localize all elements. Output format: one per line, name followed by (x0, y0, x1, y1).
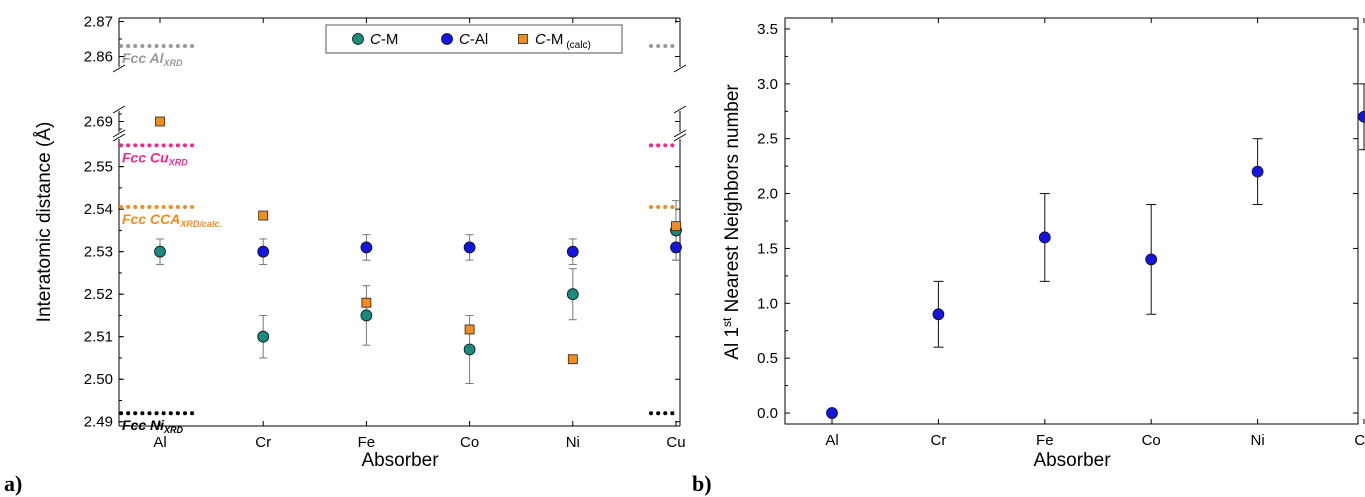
legend-label: C-M (370, 31, 398, 48)
data-point-circle (257, 330, 270, 343)
reference-line-label: Fcc NiXRD (122, 417, 184, 435)
panel-a-chart: 2.49 2.50 2.51 2.52 2.53 2.54 2.55 2.69 2.86 2.87… (34, 14, 687, 471)
y-tick-label: 2.5 (757, 131, 778, 148)
data-point-square (567, 354, 578, 365)
x-tick-label: Ni (1251, 432, 1265, 449)
legend-marker-circle (352, 33, 364, 45)
legend-box (325, 24, 623, 54)
axis-break-mark (673, 133, 687, 142)
axis-break-mark (673, 129, 687, 138)
data-point-circle (566, 288, 579, 301)
data-point-circle (257, 245, 270, 258)
y-tick-label: 2.86 (84, 49, 113, 66)
axis-break-mark (673, 64, 687, 73)
x-tick-label: Cu (666, 434, 685, 451)
data-point-circle (826, 407, 838, 419)
plot-frame (784, 17, 1359, 425)
data-point-square (671, 221, 681, 232)
data-point-circle (463, 241, 476, 254)
y-tick-label: 2.51 (84, 329, 113, 346)
legend-marker-circle (441, 33, 453, 45)
data-point-circle (463, 343, 476, 356)
y-tick-label: 2.55 (84, 159, 113, 176)
data-point-circle (670, 241, 682, 254)
y-tick-label: 2.69 (84, 114, 113, 131)
y-tick-label: 2.52 (84, 286, 113, 303)
axis-break-mark (112, 133, 126, 142)
axis-break-gap (674, 132, 686, 139)
y-tick-label: 0.0 (757, 405, 778, 422)
x-tick-label: Al (825, 432, 838, 449)
y-tick-label: 0.5 (757, 350, 778, 367)
y-tick-label: 3.5 (757, 21, 778, 38)
legend-label: C-Al (459, 31, 488, 48)
reference-line-label: Fcc CuXRD (122, 149, 188, 167)
x-tick-label: Cu (1354, 432, 1365, 449)
data-point-circle (360, 309, 373, 322)
y-tick-label: 1.0 (757, 295, 778, 312)
y-tick-label: 2.87 (84, 14, 113, 31)
x-tick-label: Co (1142, 432, 1161, 449)
data-point-circle (1038, 231, 1051, 244)
data-point-circle (154, 245, 166, 258)
panel-b-chart: 0.0 0.5 1.0 1.5 2.0 2.5 3.0 3.5 Al Cr Fe Co Ni Cu Abso… (720, 17, 1365, 471)
data-point-circle (566, 245, 579, 258)
y-tick-label: 3.0 (757, 76, 778, 93)
legend-marker-square (518, 34, 528, 44)
y-tick-label: 2.54 (84, 201, 113, 218)
x-tick-label: Cr (255, 434, 271, 451)
axis-break-gap (113, 132, 125, 139)
legend: C-M C-Al C-M (calc) (325, 24, 623, 54)
axis-break-mark (112, 64, 126, 73)
data-point-square (464, 324, 475, 335)
x-axis-title: Absorber (1033, 450, 1111, 471)
y-tick-label: 2.50 (84, 371, 113, 388)
x-axis-title: Absorber (361, 450, 439, 471)
y-tick-label: 2.53 (84, 244, 113, 261)
y-axis-title: Al 1st Nearest Neighbors number (720, 84, 743, 360)
axis-break-mark (673, 105, 687, 114)
data-point-square (155, 116, 165, 127)
panel-b-label: b) (692, 471, 712, 496)
data-point-circle (1251, 165, 1264, 178)
data-point-circle (1358, 110, 1365, 123)
data-point-square (258, 210, 269, 221)
reference-line-label: Fcc AlXRD (122, 50, 183, 68)
data-point-circle (1145, 253, 1158, 266)
data-point-circle (932, 308, 945, 321)
x-tick-label: Co (460, 434, 479, 451)
y-tick-label: 1.5 (757, 240, 778, 257)
axis-break-gap (674, 67, 686, 111)
axis-break-mark (112, 129, 126, 138)
y-tick-label: 2.0 (757, 186, 778, 203)
y-tick-label: 2.49 (84, 414, 113, 431)
reference-line-label: Fcc CCAXRD/calc. (122, 211, 222, 229)
x-tick-label: Al (153, 434, 166, 451)
axis-break-mark (112, 105, 126, 114)
data-point-circle (360, 241, 373, 254)
y-axis-title: Interatomic distance (Å) (34, 122, 55, 323)
axis-break-gap (113, 67, 125, 111)
x-tick-label: Ni (566, 434, 580, 451)
x-tick-label: Fe (1036, 432, 1054, 449)
x-tick-label: Fe (358, 434, 376, 451)
panel-a-label: a) (4, 471, 22, 496)
legend-label: C-M (calc) (535, 31, 591, 51)
data-point-square (361, 297, 372, 308)
x-tick-label: Cr (930, 432, 946, 449)
